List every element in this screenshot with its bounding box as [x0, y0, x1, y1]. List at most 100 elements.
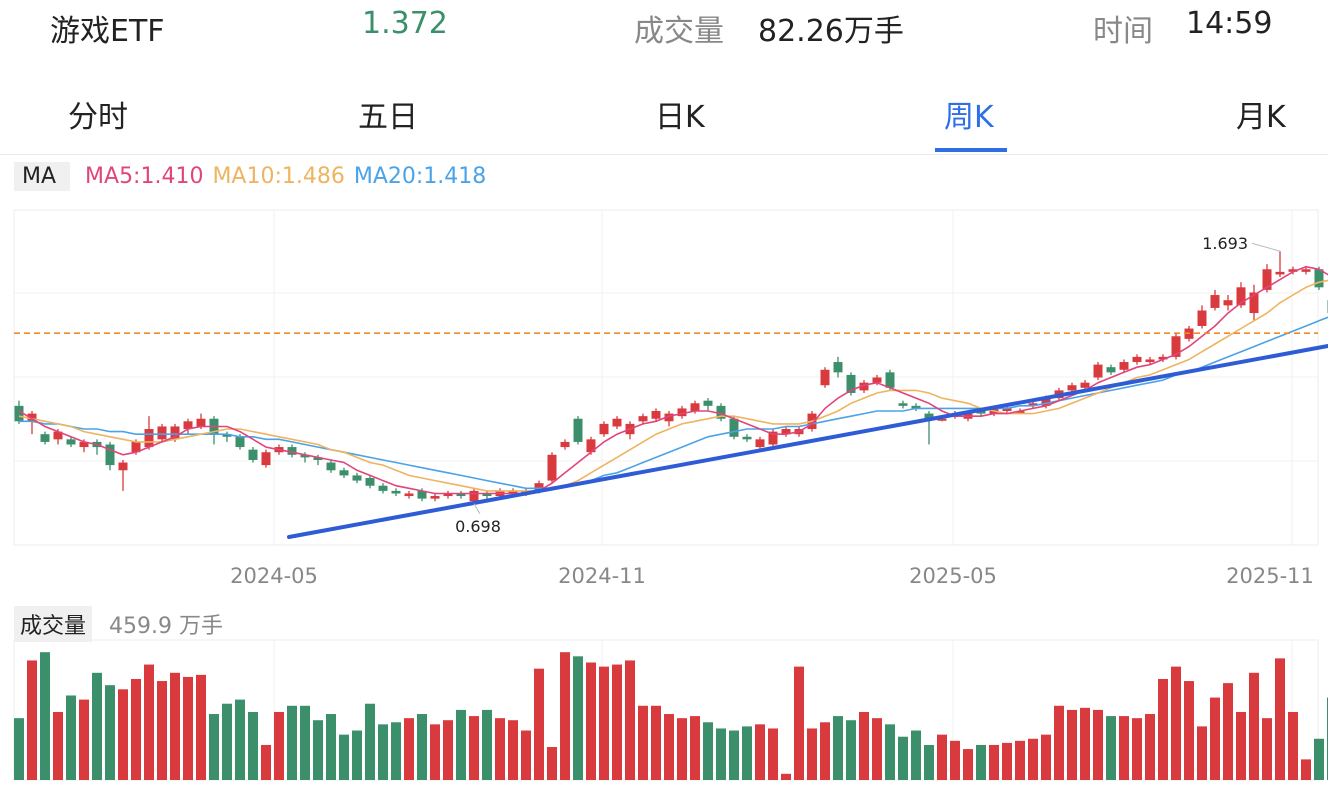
candle-body: [196, 418, 206, 427]
ma20-value: MA20:1.418: [353, 164, 487, 189]
volume-bar: [430, 724, 440, 780]
candle-body: [690, 403, 700, 411]
candle-body: [638, 416, 648, 422]
volume-bar: [222, 703, 232, 780]
candle: [1236, 282, 1246, 308]
moving-average-lines: [18, 265, 1328, 495]
volume-bar: [547, 747, 557, 780]
candle: [729, 416, 739, 440]
ma-indicator-tag[interactable]: MA: [14, 162, 71, 191]
candle-body: [833, 362, 843, 373]
volume-bar: [1054, 705, 1064, 780]
candle: [1093, 362, 1103, 381]
candle: [1119, 359, 1129, 373]
volume-bar: [443, 720, 453, 780]
candle: [378, 483, 388, 494]
candle: [1197, 305, 1207, 329]
candle-body: [911, 405, 921, 409]
candle-body: [417, 490, 427, 499]
volume-bar: [27, 660, 37, 780]
volume-bar: [859, 711, 869, 780]
volume-bar: [612, 664, 622, 780]
ma-legend[interactable]: MA MA5:1.410 MA10:1.486 MA20:1.418: [14, 162, 488, 194]
candle-body: [534, 483, 544, 491]
volume-legend[interactable]: 成交量 459.9 万手: [14, 606, 223, 642]
volume-bar: [898, 736, 908, 780]
candle: [365, 475, 375, 489]
volume-bar: [690, 716, 700, 780]
candle-body: [404, 493, 414, 497]
candle: [911, 403, 921, 411]
candle: [404, 490, 414, 499]
candle-body: [287, 447, 297, 455]
candle: [755, 436, 765, 450]
volume-bar: [1041, 734, 1051, 780]
volume-bar: [196, 674, 206, 780]
candle: [313, 454, 323, 466]
candle: [560, 439, 570, 450]
candle: [40, 431, 50, 445]
candle-body: [66, 439, 76, 445]
x-tick-label: 2025-11: [1226, 564, 1314, 588]
candle-body: [703, 400, 713, 406]
volume-bar: [807, 728, 817, 780]
candle: [144, 416, 154, 450]
candle-body: [976, 411, 986, 414]
volume-bar: [534, 668, 544, 780]
ma5-line: [18, 265, 1328, 495]
volume-bar: [716, 728, 726, 780]
volume-bar: [313, 720, 323, 780]
candle-body: [352, 475, 362, 481]
max-label-leader: [1251, 242, 1281, 252]
candle: [1288, 266, 1298, 275]
time-label: 时间: [1093, 14, 1153, 49]
candle-body: [1249, 292, 1259, 314]
candle: [651, 408, 661, 422]
candle-body: [105, 444, 115, 466]
candle: [157, 423, 167, 442]
volume-indicator-tag[interactable]: 成交量: [14, 606, 93, 642]
volume-bar: [391, 722, 401, 780]
candle: [14, 400, 24, 424]
candle-body: [118, 462, 128, 471]
volume-bar: [261, 744, 271, 780]
volume-bar: [950, 740, 960, 780]
volume-bar: [1028, 738, 1038, 780]
volume-bar: [1119, 716, 1129, 780]
candle-body: [365, 478, 375, 486]
candle-body: [1093, 364, 1103, 378]
tabs-divider: [0, 154, 1328, 155]
volume-bar: [573, 656, 583, 780]
volume-bar: [235, 699, 245, 780]
tab-monthly-k[interactable]: 月K: [1236, 100, 1286, 135]
tab-weekly-k[interactable]: 周K: [944, 100, 994, 135]
candle: [261, 449, 271, 468]
candle-body: [768, 431, 778, 445]
candle: [547, 452, 557, 484]
volume-bar: [326, 714, 336, 780]
candle-body: [1223, 300, 1233, 306]
volume-bar: [1210, 697, 1220, 780]
volume-bar: [768, 728, 778, 780]
volume-bar: [963, 749, 973, 780]
volume-bar: [469, 716, 479, 780]
candle: [1158, 354, 1168, 363]
candle-body: [131, 441, 141, 453]
candle: [92, 439, 102, 455]
volume-bar: [1067, 709, 1077, 780]
chart-grid: [13, 209, 1319, 781]
tab-intraday[interactable]: 分时: [68, 100, 128, 135]
tab-daily-k[interactable]: 日K: [655, 100, 705, 135]
tab-five-day[interactable]: 五日: [358, 100, 418, 135]
candle-body: [456, 493, 466, 497]
candle-body: [820, 369, 830, 386]
candle: [326, 459, 336, 473]
candle: [352, 472, 362, 484]
candle-body: [1171, 336, 1181, 357]
volume-bar: [209, 714, 219, 780]
volume-bar: [508, 720, 518, 780]
volume-bar: [300, 705, 310, 780]
volume-bar: [846, 720, 856, 780]
candle-body: [1145, 359, 1155, 363]
